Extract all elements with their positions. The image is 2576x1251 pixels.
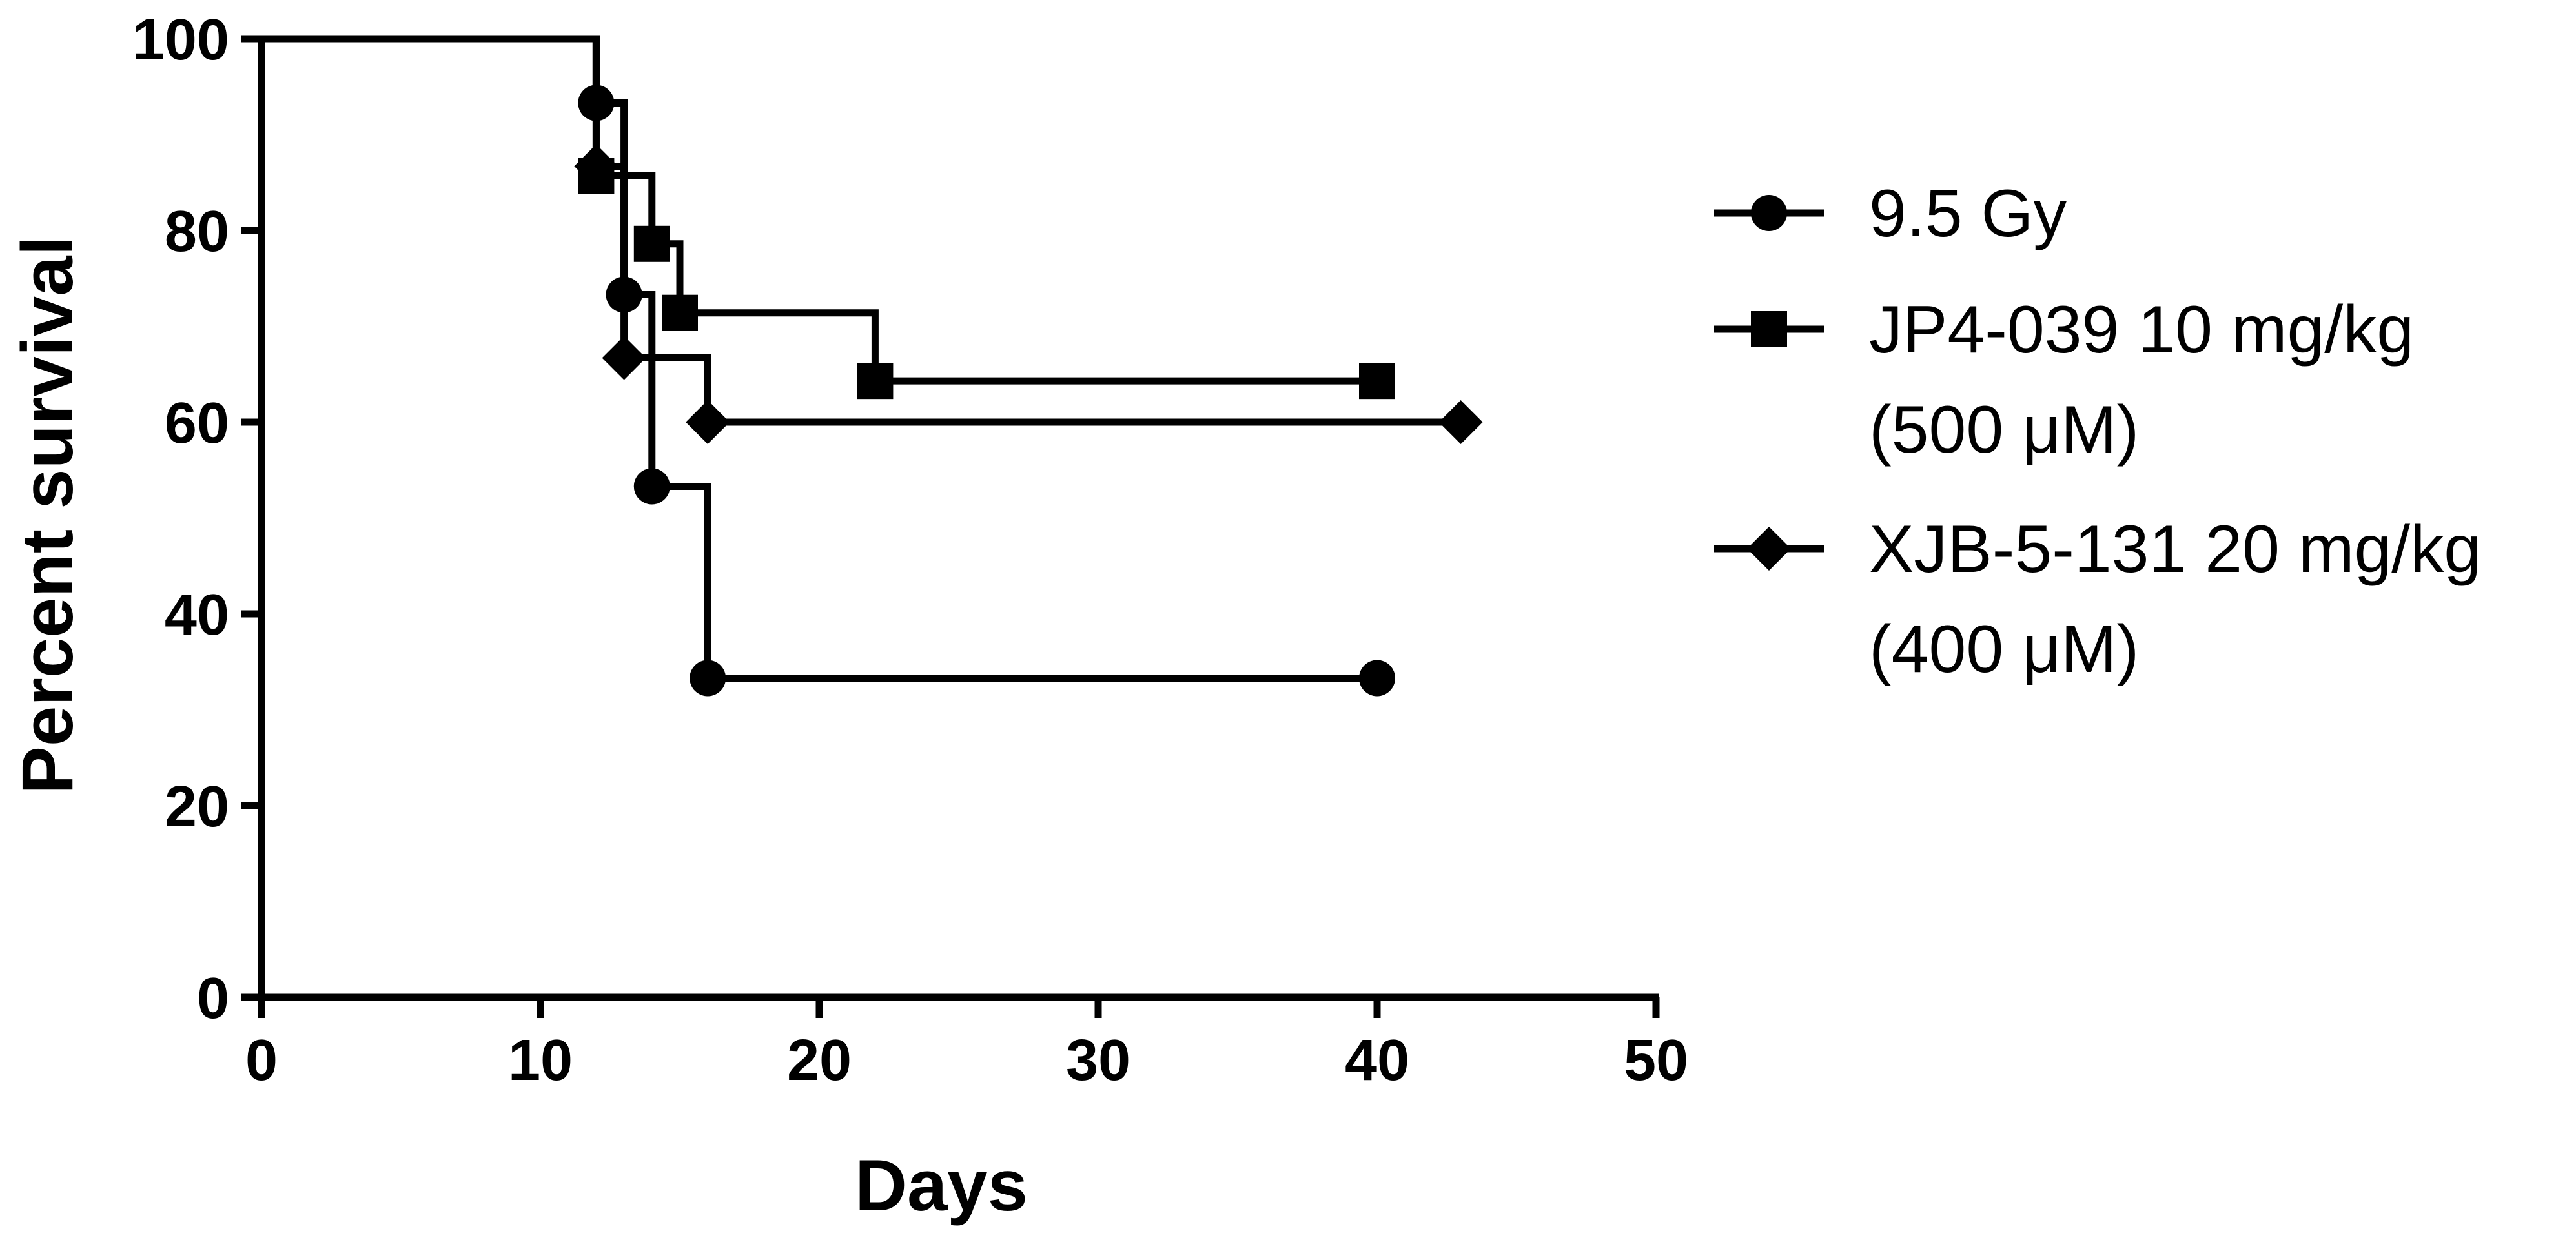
x-tick-label: 10 [508,1028,573,1093]
y-tick-label: 40 [165,583,229,647]
survival-line [258,35,1381,682]
data-point-square [1359,363,1395,400]
y-tick-label: 20 [165,775,229,839]
x-tick-label: 0 [245,1028,278,1093]
legend-label: XJB-5-131 20 mg/kg [1869,512,2481,587]
x-tick-label: 20 [787,1028,852,1093]
legend-marker-square [1751,311,1787,347]
data-point-square [857,363,894,400]
data-point-circle [690,660,726,697]
x-tick-label: 30 [1066,1028,1130,1093]
series-diamond [258,35,1483,444]
data-point-square [633,225,670,262]
data-point-square [662,294,698,331]
data-point-circle [1359,660,1395,697]
legend-marker-circle [1751,195,1787,231]
series-square [258,35,1395,400]
data-point-diamond [602,336,646,380]
data-point-circle [633,468,670,505]
series-layer [258,35,1483,697]
legend-item: JP4-039 10 mg/kg (500 μM) [1714,292,2414,467]
legend-item: 9.5 Gy [1714,176,2067,251]
legend-label: 9.5 Gy [1869,176,2067,251]
data-point-diamond [574,144,618,188]
legend-label: (500 μM) [1869,392,2139,467]
y-axis-title: Percent survival [7,236,88,794]
series-circle [258,35,1395,697]
survival-line [258,35,1381,385]
data-point-diamond [1438,400,1483,444]
x-tick-label: 50 [1624,1028,1688,1093]
x-tick-label: 40 [1345,1028,1409,1093]
y-tick-label: 100 [132,8,229,72]
legend: 9.5 Gy JP4-039 10 mg/kg (500 μM) XJB-5-131 … [1714,176,2481,687]
legend-label: (400 μM) [1869,612,2139,687]
y-tick-label: 80 [165,199,229,264]
legend-item: XJB-5-131 20 mg/kg (400 μM) [1714,512,2481,687]
x-axis-title: Days [855,1145,1028,1226]
legend-label: JP4-039 10 mg/kg [1869,292,2414,367]
y-tick-label: 0 [197,966,229,1031]
axes: 0 10 20 30 40 50 0 20 40 60 80 100 [132,8,1688,1093]
legend-marker-diamond [1747,527,1791,571]
data-point-diamond [686,400,730,444]
y-tick-label: 60 [165,391,229,456]
